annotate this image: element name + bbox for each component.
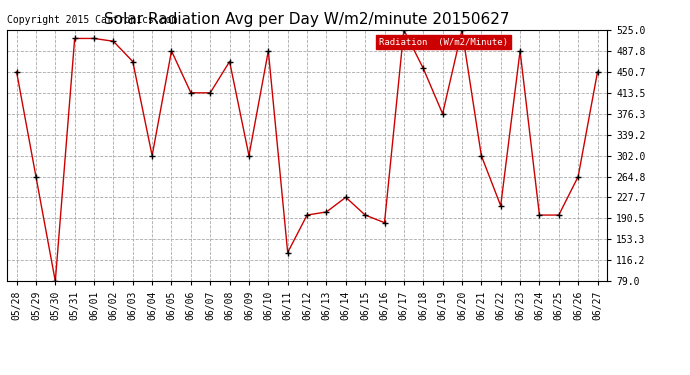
Text: Copyright 2015 Cartronics.com: Copyright 2015 Cartronics.com	[7, 15, 177, 25]
Text: Radiation  (W/m2/Minute): Radiation (W/m2/Minute)	[379, 38, 508, 46]
Title: Solar Radiation Avg per Day W/m2/minute 20150627: Solar Radiation Avg per Day W/m2/minute …	[104, 12, 510, 27]
